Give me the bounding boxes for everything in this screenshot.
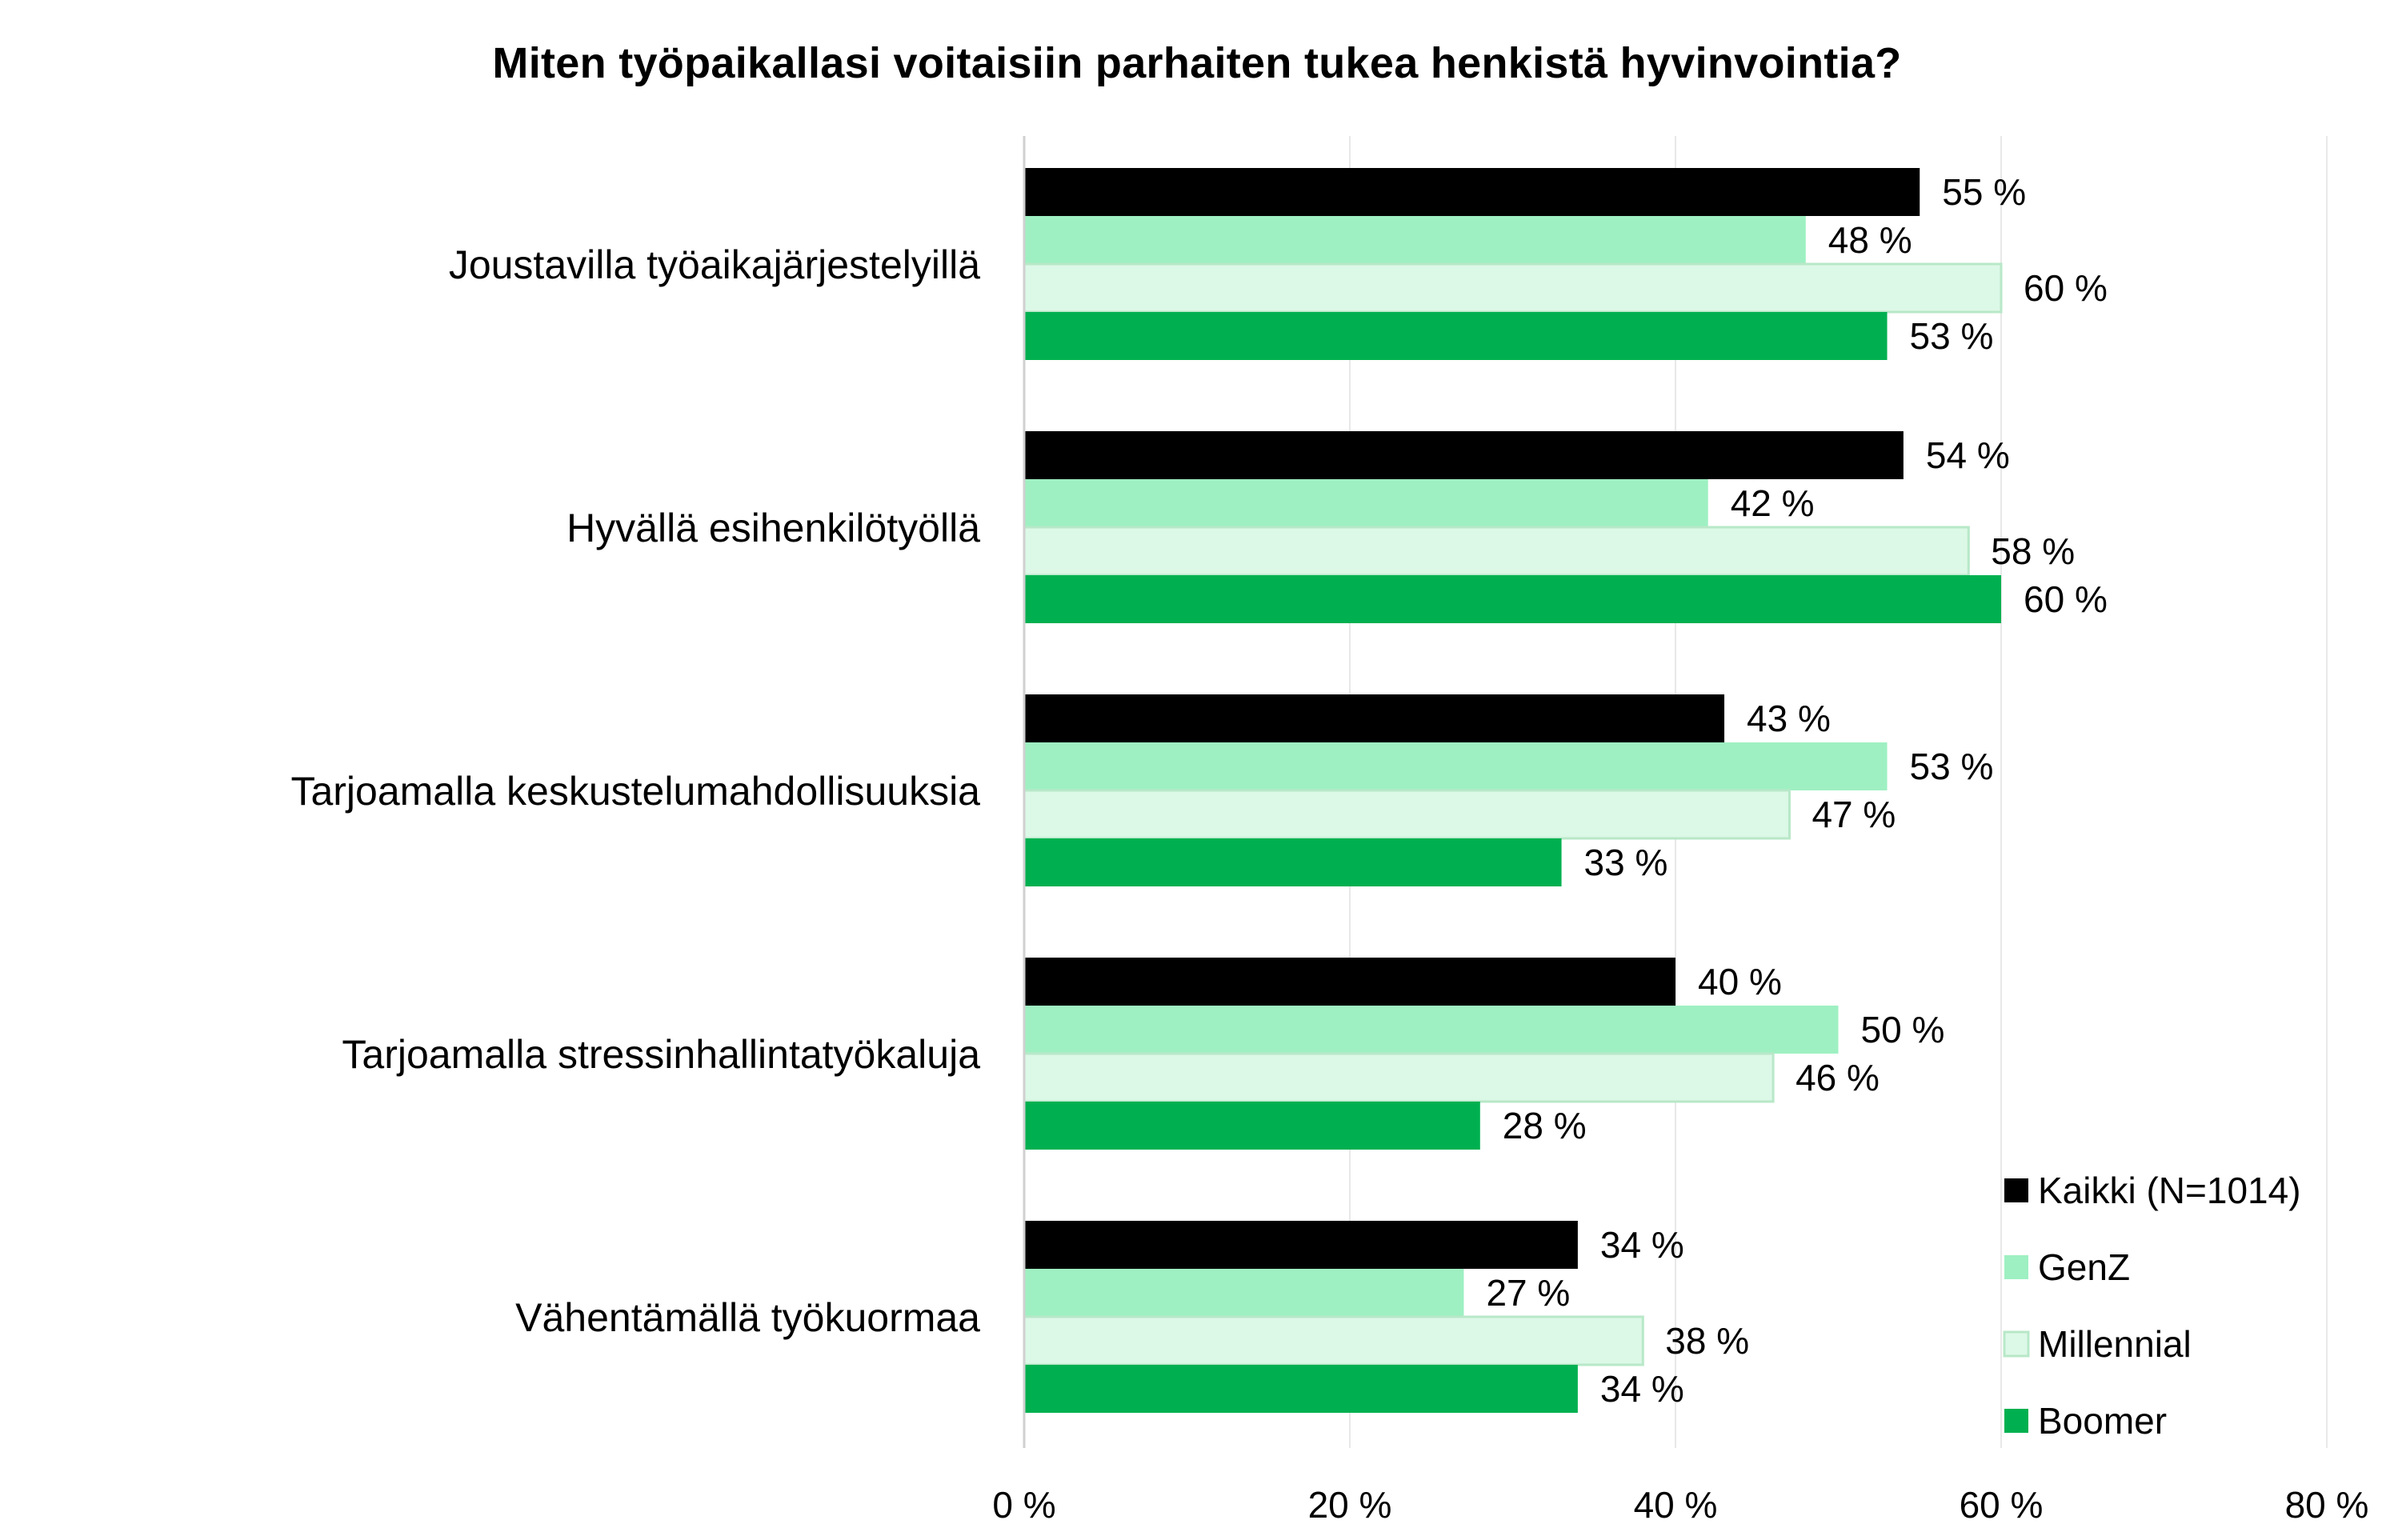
data-label: 55 % xyxy=(1942,171,2026,213)
legend-swatch xyxy=(2003,1330,2030,1358)
x-tick-label: 40 % xyxy=(1634,1484,1718,1526)
data-label: 60 % xyxy=(2024,578,2108,620)
bar-genz xyxy=(1024,1006,1839,1054)
x-tick-label: 20 % xyxy=(1308,1484,1392,1526)
bar-boomer xyxy=(1024,838,1562,886)
data-label: 42 % xyxy=(1731,482,1815,524)
legend-entry: Kaikki (N=1014) xyxy=(2038,1170,2301,1211)
labels: 0 % 20 % 40 % 60 % 80 % 55 % 48 % 60 % 53 % Joust… xyxy=(290,171,2368,1526)
bar-genz xyxy=(1024,1269,1464,1317)
bar-kaikki xyxy=(1024,1221,1578,1269)
legend-entry: Millennial xyxy=(2038,1323,2192,1365)
bar-millennial xyxy=(1023,789,1791,840)
bar-boomer xyxy=(1024,1365,1578,1413)
data-label: 53 % xyxy=(1910,315,1994,357)
bar-genz xyxy=(1024,216,1806,264)
data-label: 33 % xyxy=(1584,842,1668,883)
data-label: 54 % xyxy=(1926,434,2010,476)
bar-boomer xyxy=(1024,575,2001,623)
data-label: 40 % xyxy=(1698,961,1782,1002)
data-label: 53 % xyxy=(1910,746,1994,787)
bar-kaikki xyxy=(1024,168,1920,216)
category-label: Hyvällä esihenkilötyöllä xyxy=(566,506,980,550)
data-label: 58 % xyxy=(1991,530,2075,572)
data-label: 38 % xyxy=(1665,1320,1749,1362)
data-label: 47 % xyxy=(1812,794,1896,835)
bar-kaikki xyxy=(1024,958,1675,1006)
data-label: 34 % xyxy=(1600,1368,1684,1410)
data-label: 34 % xyxy=(1600,1224,1684,1266)
legend: Kaikki (N=1014) GenZ Millennial Boomer xyxy=(2003,1170,2301,1442)
x-tick-label: 60 % xyxy=(1960,1484,2044,1526)
x-tick-label: 0 % xyxy=(992,1484,1055,1526)
data-label: 50 % xyxy=(1861,1009,1945,1050)
data-label: 60 % xyxy=(2024,267,2108,309)
legend-entry: GenZ xyxy=(2038,1246,2130,1288)
category-label: Tarjoamalla stressinhallintatyökaluja xyxy=(342,1032,980,1077)
category-label: Joustavilla työaikajärjestelyillä xyxy=(449,242,980,287)
data-label: 27 % xyxy=(1486,1272,1570,1314)
legend-swatch xyxy=(2004,1409,2028,1433)
category-label: Tarjoamalla keskustelumahdollisuuksia xyxy=(290,769,980,814)
bar-genz xyxy=(1024,742,1888,790)
bar-kaikki xyxy=(1024,431,1904,479)
data-label: 48 % xyxy=(1828,219,1912,261)
bar-millennial xyxy=(1023,526,1970,577)
bar-kaikki xyxy=(1024,694,1725,742)
bar-millennial xyxy=(1023,1052,1775,1103)
x-tick-label: 80 % xyxy=(2285,1484,2369,1526)
bars xyxy=(1023,168,2003,1413)
bar-boomer xyxy=(1024,312,1888,360)
data-label: 28 % xyxy=(1503,1105,1587,1146)
legend-entry: Boomer xyxy=(2038,1400,2167,1442)
bar-boomer xyxy=(1024,1102,1480,1150)
legend-swatch xyxy=(2004,1255,2028,1279)
chart-title: Miten työpaikallasi voitaisiin parhaiten… xyxy=(492,39,1902,87)
bar-millennial xyxy=(1023,1315,1644,1366)
data-label: 43 % xyxy=(1747,698,1831,739)
bar-genz xyxy=(1024,479,1708,527)
category-label: Vähentämällä työkuormaa xyxy=(515,1295,980,1340)
data-label: 46 % xyxy=(1796,1057,1880,1098)
legend-swatch xyxy=(2004,1178,2028,1202)
bar-millennial xyxy=(1023,262,2003,314)
